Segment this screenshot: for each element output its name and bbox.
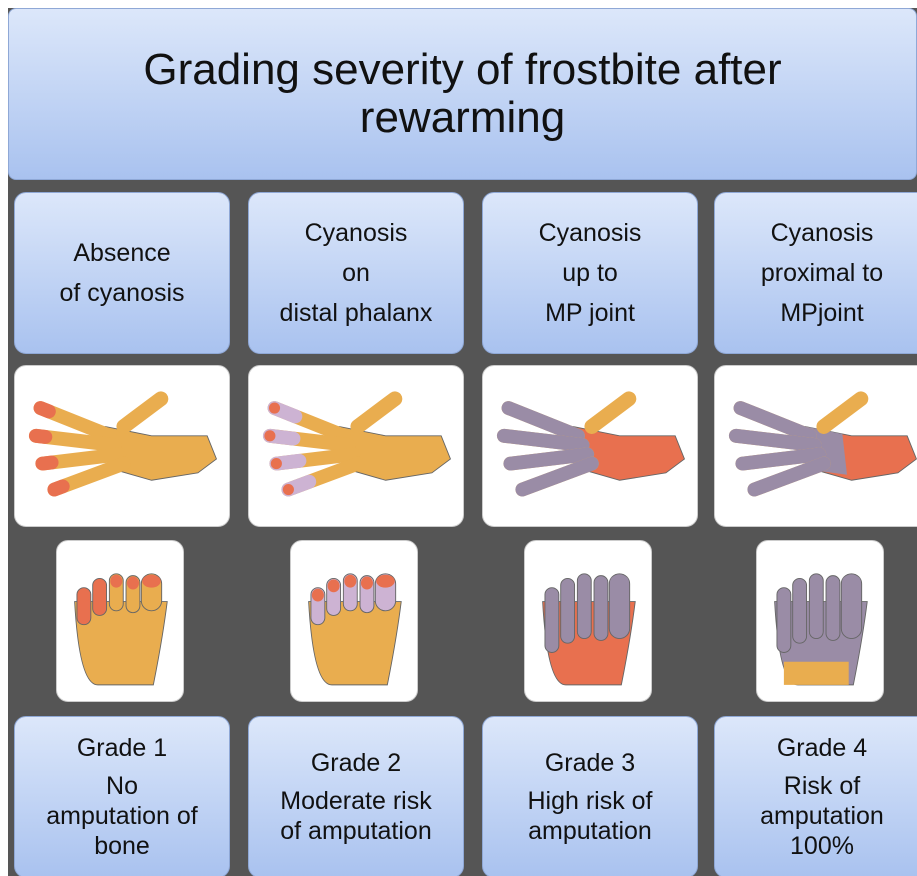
description-line: Cyanosis: [770, 219, 874, 247]
outcome-box: Grade 3 High risk of amputation: [482, 716, 698, 876]
description-line: up to: [562, 259, 618, 287]
grade-label: Grade 2: [310, 749, 402, 777]
foot-tile: [56, 540, 184, 702]
description-line: MPjoint: [780, 299, 864, 327]
hand-tile: [714, 365, 917, 527]
grade-label: Grade 3: [544, 749, 636, 777]
hand-tile: [14, 365, 230, 527]
foot-illustration: [774, 573, 868, 686]
hand-illustration: [28, 391, 218, 497]
outcome-line: No: [106, 772, 138, 800]
outcome-box: Grade 1 No amputation of bone: [14, 716, 230, 876]
description-line: Absence: [73, 239, 171, 267]
hand-tile: [482, 365, 698, 527]
outcome-line: of amputation: [280, 817, 432, 845]
description-line: Cyanosis: [304, 219, 408, 247]
outcome-line: bone: [94, 832, 150, 860]
grade-label: Grade 1: [76, 734, 168, 762]
description-box: Cyanosis up to MP joint: [482, 192, 698, 354]
grade-label: Grade 4: [776, 734, 868, 762]
outcome-line: High risk of: [527, 787, 653, 815]
description-box: Cyanosis proximal to MPjoint: [714, 192, 917, 354]
foot-illustration: [308, 573, 402, 686]
title: Grading severity of frostbite after rewa…: [8, 8, 917, 180]
outcome-line: amputation: [528, 817, 652, 845]
hand-illustration: [728, 391, 917, 497]
outcome-line: Risk of: [783, 772, 861, 800]
description-line: distal phalanx: [279, 299, 433, 327]
outcome-line: amputation: [760, 802, 884, 830]
description-line: Cyanosis: [538, 219, 642, 247]
description-line: of cyanosis: [59, 279, 185, 307]
outcome-line: Moderate risk: [280, 787, 432, 815]
foot-tile: [290, 540, 418, 702]
outcome-box: Grade 2 Moderate risk of amputation: [248, 716, 464, 876]
foot-illustration: [74, 573, 168, 686]
foot-illustration: [542, 573, 636, 686]
outcome-line: amputation of: [46, 802, 198, 830]
description-line: MP joint: [545, 299, 635, 327]
hand-illustration: [496, 391, 686, 497]
description-box: Absence of cyanosis: [14, 192, 230, 354]
outcome-box: Grade 4 Risk of amputation 100%: [714, 716, 917, 876]
description-line: proximal to: [760, 259, 884, 287]
description-box: Cyanosis on distal phalanx: [248, 192, 464, 354]
foot-tile: [524, 540, 652, 702]
description-line: on: [342, 259, 370, 287]
hand-illustration: [262, 391, 452, 497]
hand-tile: [248, 365, 464, 527]
outcome-line: 100%: [790, 832, 854, 860]
foot-tile: [756, 540, 884, 702]
